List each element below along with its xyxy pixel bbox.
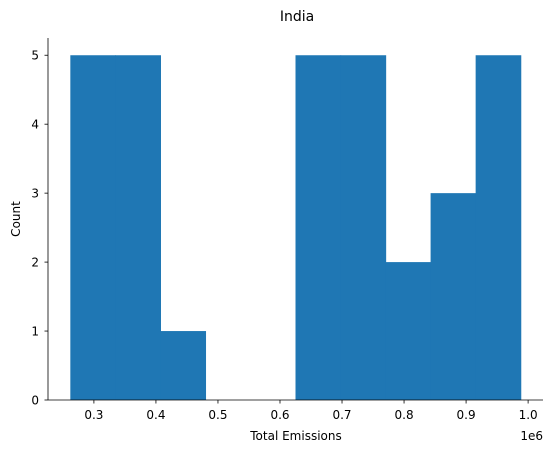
- histogram-bar: [70, 55, 116, 401]
- bars-group: [70, 55, 522, 401]
- y-tick-label: 5: [31, 49, 39, 63]
- x-tick-label: 0.5: [208, 408, 227, 422]
- histogram-bar: [340, 55, 387, 401]
- y-tick-label: 4: [31, 118, 39, 132]
- histogram-bar: [475, 55, 522, 401]
- histogram-bar: [295, 55, 342, 401]
- x-tick-label: 0.7: [332, 408, 351, 422]
- x-tick-label: 0.4: [146, 408, 165, 422]
- histogram-bar: [115, 55, 161, 401]
- x-tick-label: 0.3: [84, 408, 103, 422]
- x-offset-label: 1e6: [520, 429, 543, 443]
- x-tick-label: 0.9: [457, 408, 476, 422]
- y-tick-label: 2: [31, 256, 39, 270]
- chart-title: India: [280, 9, 314, 25]
- y-ticks-group: 0 1 2 3 4 5: [31, 49, 48, 408]
- y-tick-label: 0: [31, 394, 39, 408]
- histogram-bar: [430, 193, 477, 400]
- x-tick-label: 1.0: [519, 408, 538, 422]
- x-tick-label: 0.8: [395, 408, 414, 422]
- y-axis-label: Count: [9, 201, 23, 237]
- y-tick-label: 3: [31, 187, 39, 201]
- x-axis-label: Total Emissions: [249, 429, 341, 443]
- histogram-bar: [385, 262, 432, 400]
- x-tick-label: 0.6: [270, 408, 289, 422]
- histogram-bar: [160, 331, 207, 400]
- x-ticks-group: 0.3 0.4 0.5 0.6 0.7 0.8 0.9 1.0: [84, 400, 538, 422]
- y-tick-label: 1: [31, 325, 39, 339]
